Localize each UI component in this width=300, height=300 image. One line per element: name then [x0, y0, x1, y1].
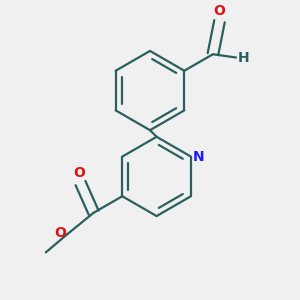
Text: H: H — [238, 50, 249, 64]
Text: O: O — [73, 166, 85, 180]
Text: O: O — [54, 226, 66, 240]
Text: N: N — [192, 150, 204, 164]
Text: O: O — [214, 4, 226, 18]
